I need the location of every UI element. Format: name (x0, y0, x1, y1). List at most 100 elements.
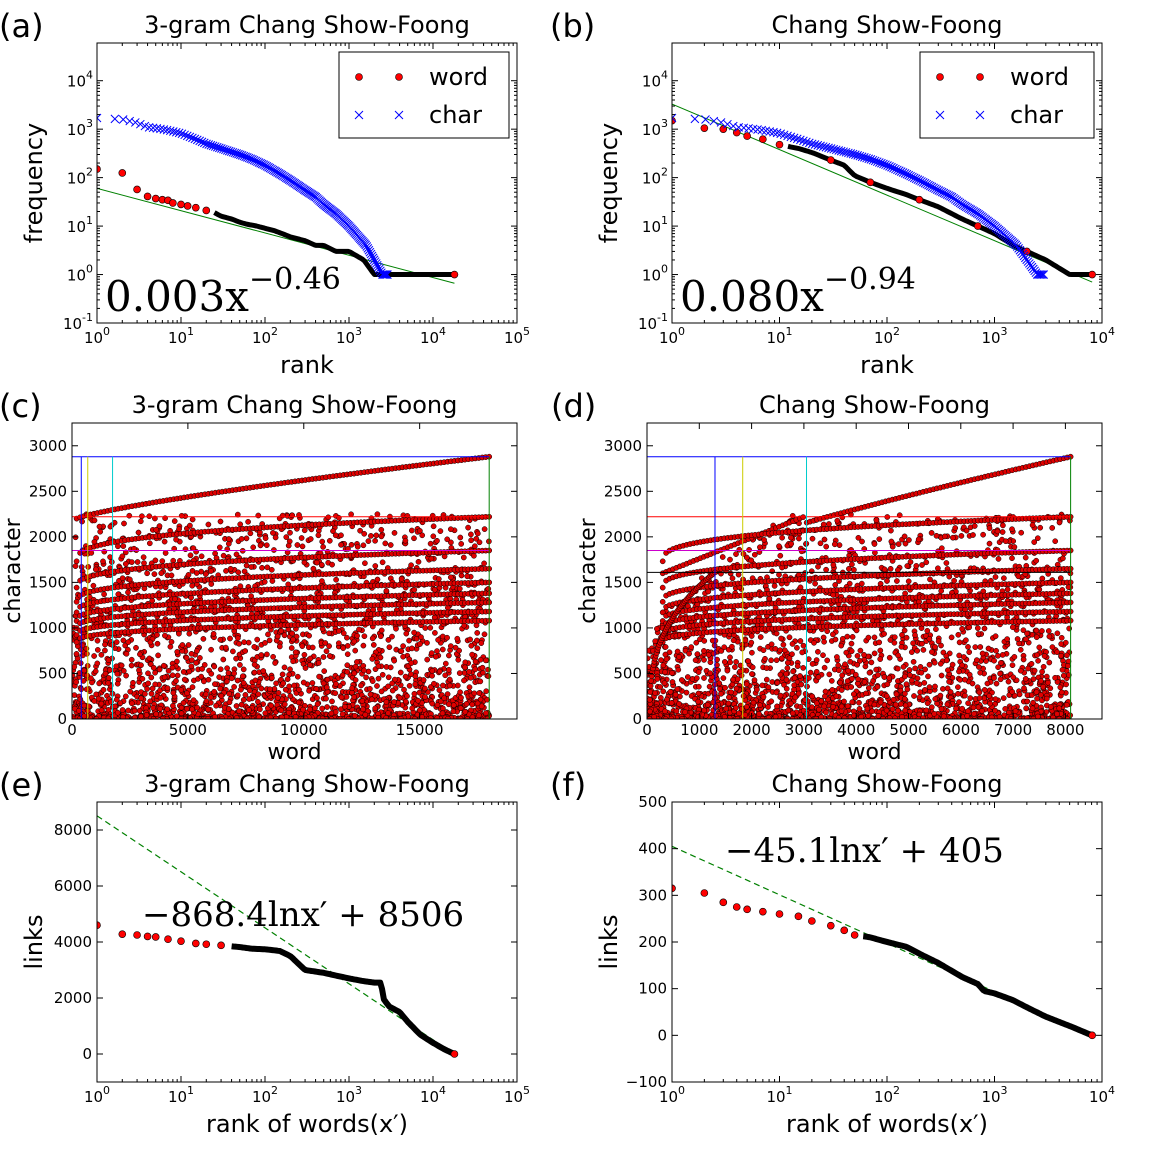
pair-point (120, 668, 127, 674)
pair-point (309, 644, 316, 651)
pair-point (94, 660, 101, 667)
char-point (171, 127, 181, 137)
pair-point (326, 537, 333, 544)
pair-point (389, 687, 396, 694)
pair-point (456, 670, 463, 676)
pair-point (216, 674, 223, 680)
pair-point (114, 680, 121, 687)
char-point (148, 123, 158, 133)
pair-point (300, 706, 306, 713)
char-point (1038, 270, 1047, 279)
x-axis-label: rank (860, 351, 914, 379)
pair-point (205, 521, 212, 528)
pair-point (241, 639, 247, 646)
pair-point (344, 662, 351, 669)
pair-point (84, 672, 91, 679)
pair-point (164, 706, 171, 713)
pair-point (365, 538, 372, 544)
pair-point (278, 714, 285, 719)
y-tick-label: 3000 (29, 437, 67, 455)
pair-point (73, 598, 80, 605)
pair-point (194, 704, 200, 711)
pair-point (326, 630, 332, 637)
char-point (804, 138, 814, 148)
y-tick-label: 500 (38, 664, 67, 682)
pair-point (466, 669, 472, 675)
char-point (197, 137, 207, 147)
pair-point (217, 666, 224, 673)
pair-point (91, 698, 98, 704)
y-tick-label: 104 (67, 69, 93, 91)
pair-point (264, 651, 270, 658)
pair-point (335, 640, 342, 647)
x-axis-label: rank (280, 351, 334, 379)
pair-point (341, 703, 348, 710)
char-point (779, 130, 789, 140)
x-tick-label: 105 (504, 325, 530, 347)
y-tick-label: 103 (642, 117, 668, 139)
pair-point (349, 685, 355, 692)
char-point (783, 131, 792, 141)
pair-point (418, 634, 424, 640)
pair-point (369, 656, 376, 662)
pair-point (153, 526, 160, 533)
pair-point (77, 660, 84, 666)
pair-point (73, 679, 80, 685)
pair-point (152, 669, 158, 676)
pair-point (234, 677, 241, 684)
pair-point (262, 535, 269, 542)
pair-point (391, 657, 398, 664)
pair-point (144, 686, 150, 692)
pair-point (210, 630, 217, 637)
pair-point (378, 533, 385, 540)
pair-point (467, 674, 474, 681)
char-point (831, 145, 841, 155)
pair-point (360, 542, 367, 549)
pair-point (160, 662, 167, 669)
pair-point (457, 534, 464, 541)
pair-point (281, 632, 288, 639)
pair-point (375, 714, 382, 719)
pair-point (332, 690, 339, 697)
pair-point (113, 663, 120, 670)
pair-point (409, 645, 415, 652)
pair-point (117, 700, 124, 706)
chart-title: 3-gram Chang Show-Foong (132, 391, 458, 419)
pair-point (236, 640, 242, 647)
char-point (672, 113, 677, 123)
pair-point (481, 526, 488, 532)
pair-point (393, 625, 399, 632)
pair-point (354, 543, 361, 550)
pair-point (137, 518, 144, 525)
pair-point (102, 641, 108, 648)
pair-point (452, 644, 459, 651)
legend-box (919, 51, 1095, 139)
pair-point (279, 512, 286, 519)
pair-point (240, 697, 247, 703)
pair-point (314, 695, 320, 701)
pair-point (284, 549, 291, 556)
pair-point (145, 670, 151, 677)
char-point (383, 270, 392, 279)
pair-point (444, 536, 451, 543)
y-tick-label: 0 (57, 710, 67, 728)
pair-point (126, 512, 133, 519)
pair-point (230, 648, 236, 655)
panel-label: (b) (550, 7, 595, 45)
pair-point (173, 536, 179, 543)
pair-point (300, 679, 307, 686)
word-point (450, 270, 459, 279)
pair-point (178, 710, 185, 717)
pair-point (108, 559, 115, 565)
pair-point (445, 701, 452, 708)
pair-point (198, 673, 205, 680)
pair-point (130, 679, 136, 686)
char-point (789, 133, 799, 143)
pair-point (295, 699, 302, 706)
pair-point (101, 591, 107, 598)
pair-point (167, 643, 174, 650)
pair-point (281, 701, 288, 708)
pair-point (337, 706, 344, 713)
pair-point (171, 518, 178, 524)
pair-point (424, 640, 430, 646)
